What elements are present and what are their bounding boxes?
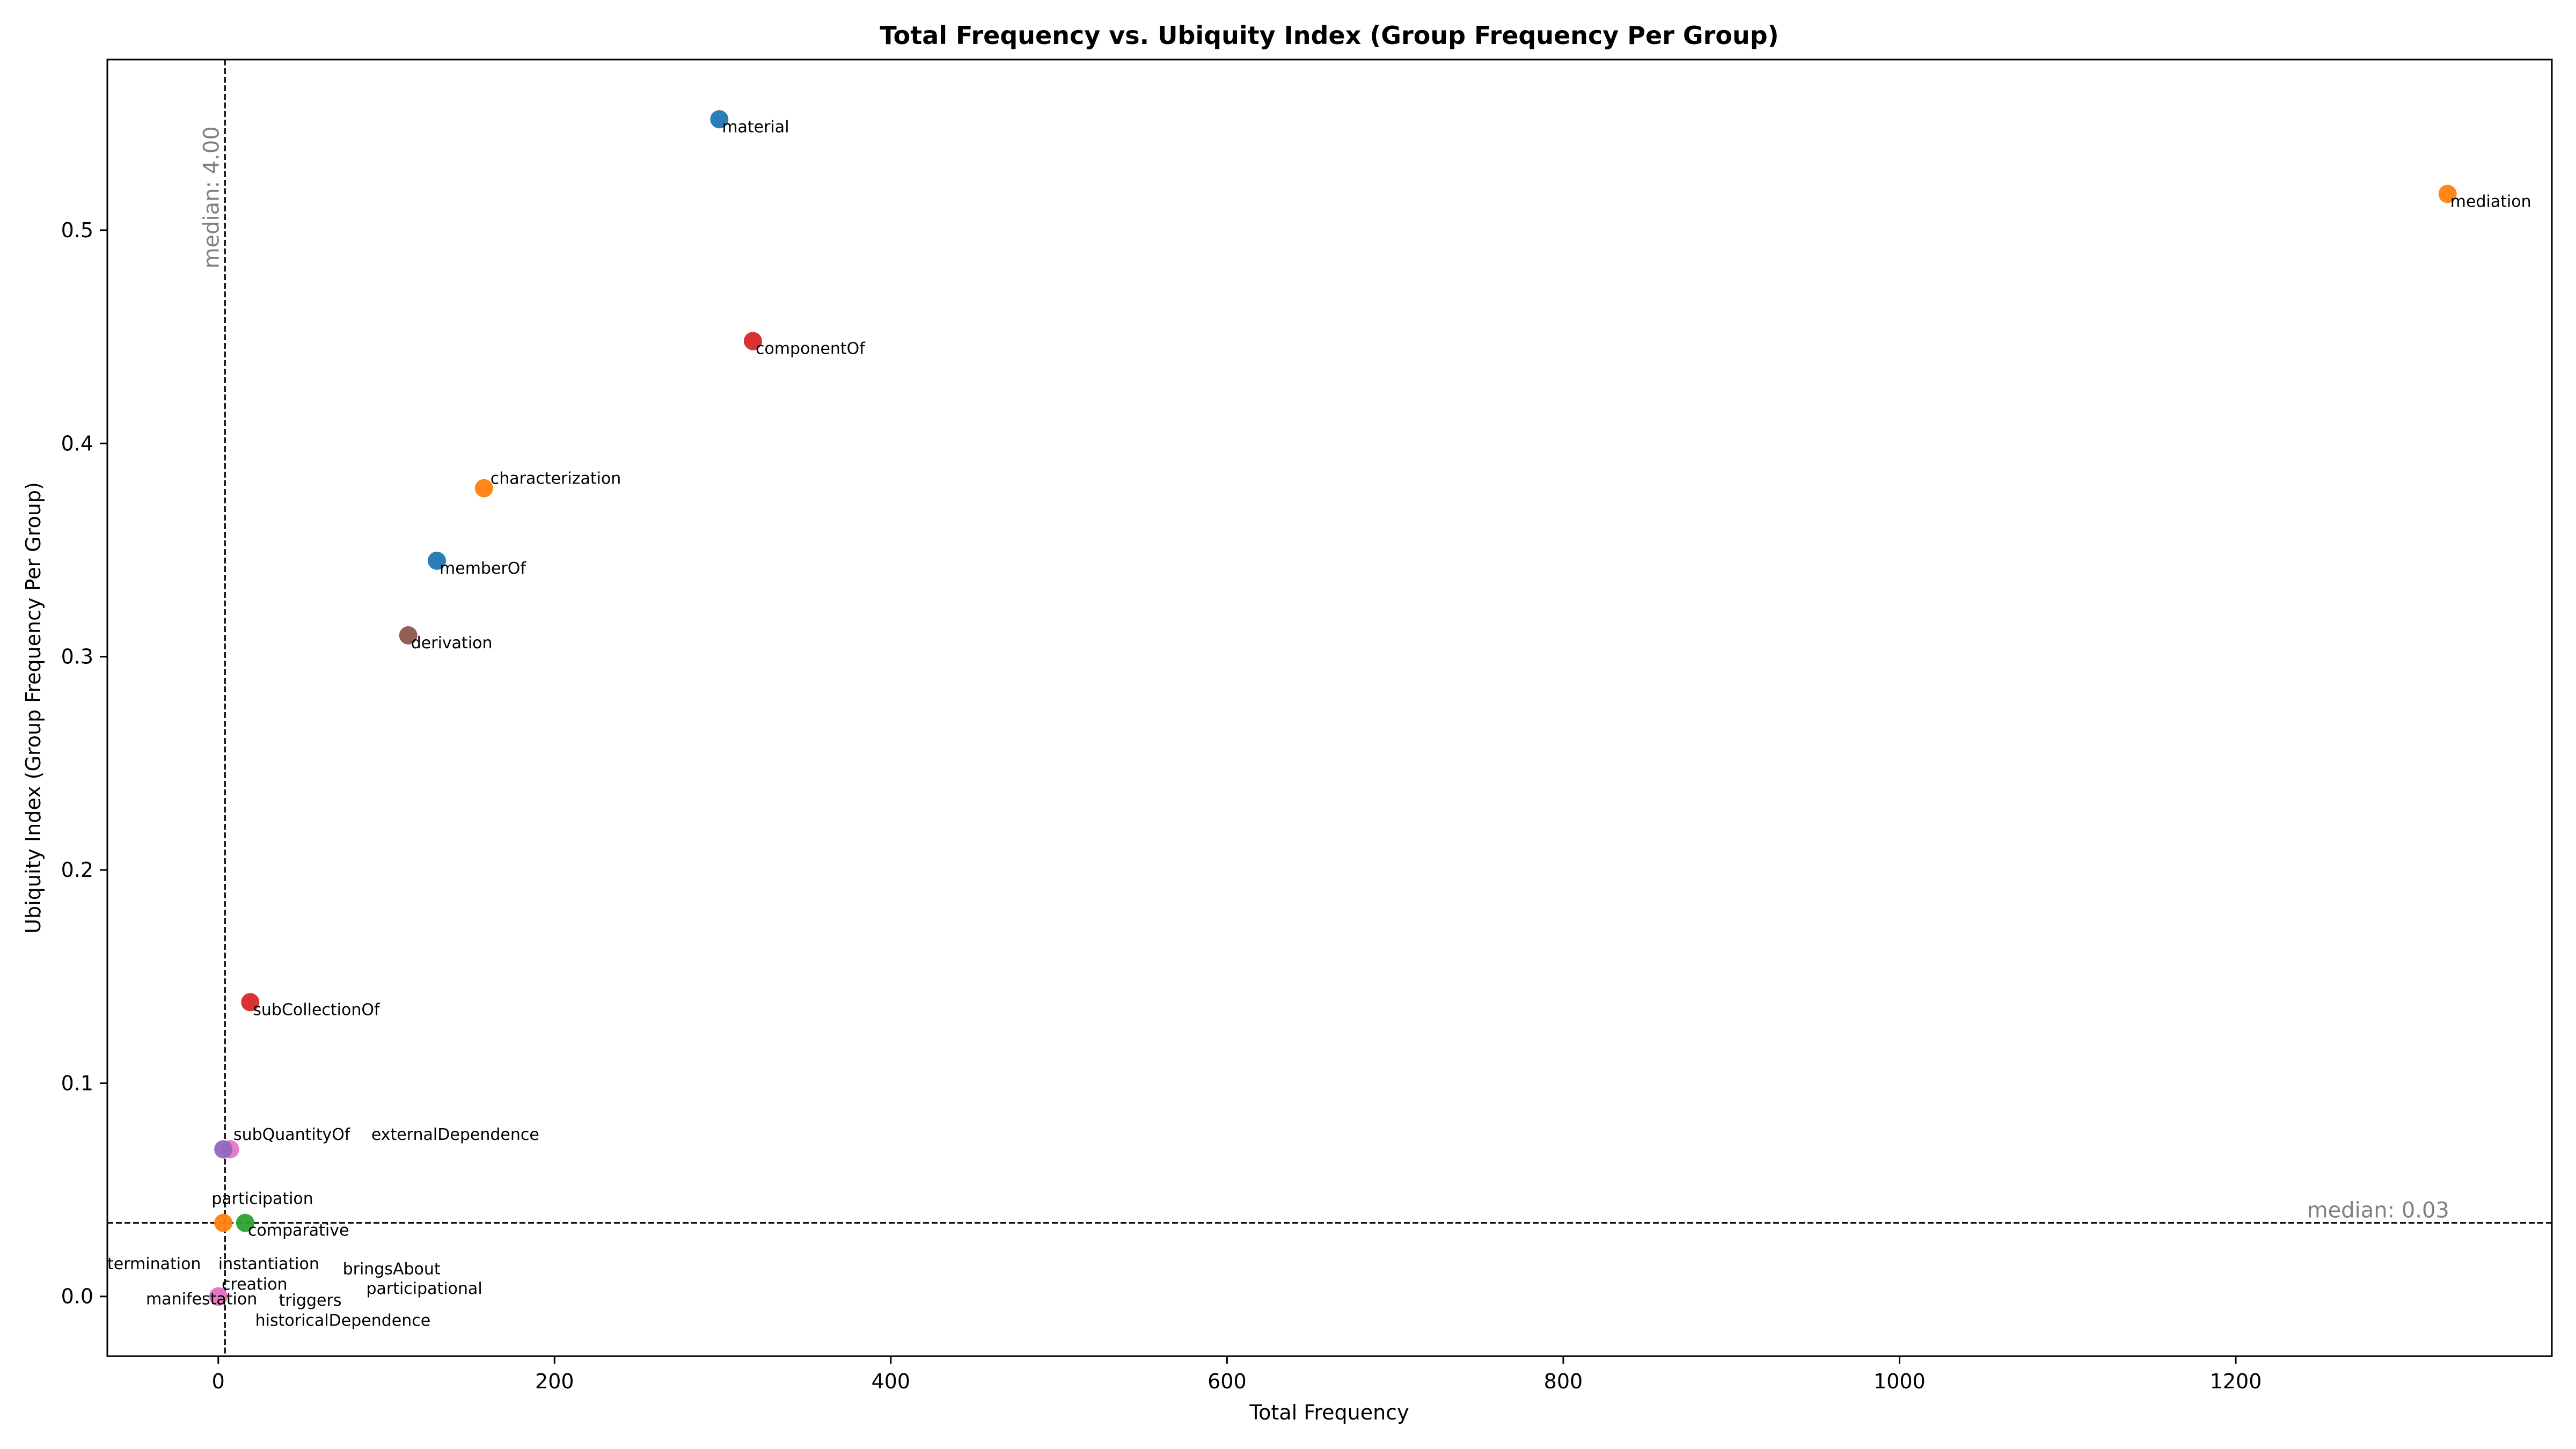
data-point-mediation bbox=[2438, 185, 2457, 203]
y-axis-ticks: 0.0 0.1 0.2 0.3 0.4 0.5 bbox=[61, 218, 107, 1308]
point-label-triggers: triggers bbox=[279, 1291, 342, 1310]
chart-title: Total Frequency vs. Ubiquity Index (Grou… bbox=[880, 21, 1779, 50]
plot-area bbox=[107, 60, 2552, 1356]
point-label-derivation: derivation bbox=[411, 634, 493, 653]
point-label-participational: participational bbox=[366, 1279, 482, 1298]
x-axis-label: Total Frequency bbox=[1249, 1401, 1409, 1424]
x-axis-ticks: 0 200 400 600 800 1000 1200 bbox=[212, 1356, 2262, 1393]
x-tick-label: 800 bbox=[1544, 1370, 1583, 1393]
data-point-componentOf bbox=[743, 332, 762, 350]
x-tick-label: 0 bbox=[212, 1370, 225, 1393]
data-point-comparative bbox=[236, 1213, 254, 1232]
point-labels: mediation material componentOf characteriza… bbox=[107, 118, 2531, 1330]
point-label-memberOf: memberOf bbox=[440, 559, 526, 578]
data-point-historicalDependence bbox=[209, 1287, 228, 1306]
point-label-material: material bbox=[722, 118, 789, 136]
point-label-characterization: characterization bbox=[491, 470, 621, 488]
point-label-comparative: comparative bbox=[248, 1221, 349, 1240]
x-tick-label: 400 bbox=[872, 1370, 911, 1393]
data-point-participation bbox=[214, 1213, 233, 1232]
point-label-externalDependence: externalDependence bbox=[371, 1125, 539, 1144]
data-point-subQuantityOf bbox=[214, 1140, 233, 1159]
plot-frame bbox=[106, 58, 2553, 1357]
point-label-instantiation: instantiation bbox=[218, 1255, 319, 1274]
point-label-componentOf: componentOf bbox=[756, 340, 866, 358]
data-point-derivation bbox=[399, 626, 418, 645]
x-median-label: median: 4.00 bbox=[199, 126, 224, 268]
y-tick-label: 0.0 bbox=[61, 1285, 93, 1308]
x-tick-label: 200 bbox=[535, 1370, 574, 1393]
point-label-participation: participation bbox=[211, 1190, 313, 1209]
point-label-subCollectionOf: subCollectionOf bbox=[253, 1000, 380, 1019]
point-label-mediation: mediation bbox=[2450, 192, 2531, 211]
median-lines: median: 4.00 median: 0.03 bbox=[107, 60, 2552, 1356]
point-label-creation: creation bbox=[222, 1275, 287, 1294]
data-point-memberOf bbox=[428, 551, 447, 570]
x-tick-label: 600 bbox=[1208, 1370, 1247, 1393]
y-tick-label: 0.1 bbox=[61, 1071, 93, 1095]
data-point-subCollectionOf bbox=[241, 993, 260, 1012]
y-tick-label: 0.5 bbox=[61, 218, 93, 242]
data-points bbox=[209, 110, 2457, 1306]
y-tick-label: 0.3 bbox=[61, 645, 93, 669]
point-label-historicalDependence: historicalDependence bbox=[255, 1312, 431, 1330]
point-label-subQuantityOf: subQuantityOf bbox=[233, 1125, 351, 1144]
point-label-termination: termination bbox=[107, 1255, 201, 1274]
point-label-bringsAbout: bringsAbout bbox=[343, 1260, 441, 1278]
y-tick-label: 0.2 bbox=[61, 858, 93, 882]
data-point-characterization bbox=[474, 479, 493, 497]
x-tick-label: 1000 bbox=[1874, 1370, 1926, 1393]
point-label-manifestation: manifestation bbox=[146, 1290, 257, 1308]
x-tick-label: 1200 bbox=[2210, 1370, 2262, 1393]
data-point-material bbox=[710, 110, 729, 129]
y-axis-label: Ubiquity Index (Group Frequency Per Grou… bbox=[21, 482, 45, 934]
y-tick-label: 0.4 bbox=[61, 431, 93, 455]
y-median-label: median: 0.03 bbox=[2307, 1198, 2449, 1223]
